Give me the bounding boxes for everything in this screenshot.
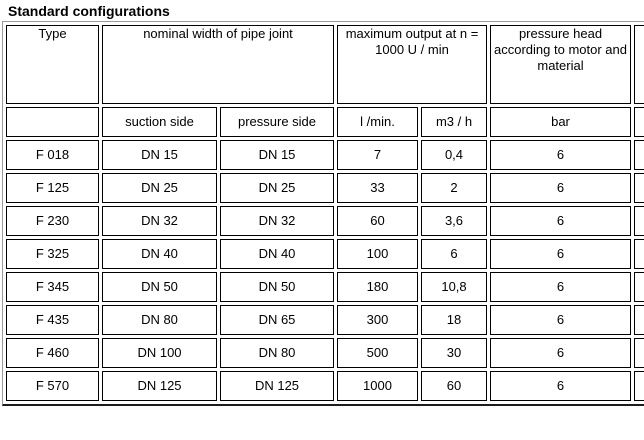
col-header-nominal-width: nominal width of pipe joint [102,25,334,104]
cell: 100 [337,239,418,269]
cell: 60 [337,206,418,236]
cell: 6 [490,239,631,269]
cell: F 230 [6,206,99,236]
cell [634,173,644,203]
col-header-clipped [634,25,644,104]
page-title: Standard configurations [8,3,170,19]
sub-header-cell: m3 / h [421,107,487,137]
cell: DN 40 [102,239,217,269]
cell: DN 65 [220,305,334,335]
cell: F 345 [6,272,99,302]
sub-header-cell [6,107,99,137]
cell: DN 125 [102,371,217,401]
cell: DN 100 [102,338,217,368]
col-header-pressure-head: pressure head according to motor and mat… [490,25,631,104]
cell: 30 [421,338,487,368]
cell: 6 [421,239,487,269]
sub-header-cell: l /min. [337,107,418,137]
sub-header-cell: suction side [102,107,217,137]
table-row: F 125 DN 25 DN 25 33 2 6 [6,173,644,203]
header-row-2: suction side pressure side l /min. m3 / h ba… [6,107,644,137]
cell: 18 [421,305,487,335]
cell: F 460 [6,338,99,368]
cell: F 435 [6,305,99,335]
cell: 300 [337,305,418,335]
sub-header-cell: pressure side [220,107,334,137]
cell: DN 15 [220,140,334,170]
cell: 6 [490,140,631,170]
header-row-1: Type nominal width of pipe joint maximum… [6,25,644,104]
cell [634,239,644,269]
cell: 500 [337,338,418,368]
sub-header-cell: bar [490,107,631,137]
cell: DN 25 [220,173,334,203]
cell [634,140,644,170]
cell: 6 [490,173,631,203]
cell: DN 25 [102,173,217,203]
cell: 2 [421,173,487,203]
cell: 1000 [337,371,418,401]
cell: F 325 [6,239,99,269]
table-row: F 460 DN 100 DN 80 500 30 6 [6,338,644,368]
col-header-type: Type [6,25,99,104]
cell: DN 15 [102,140,217,170]
cell: 60 [421,371,487,401]
config-table: Type nominal width of pipe joint maximum… [2,21,644,406]
cell: DN 40 [220,239,334,269]
cell: 33 [337,173,418,203]
cell: DN 50 [102,272,217,302]
cell: DN 32 [102,206,217,236]
cell: 0,4 [421,140,487,170]
cell: F 018 [6,140,99,170]
col-header-max-output: maximum output at n = 1000 U / min [337,25,487,104]
cell: DN 80 [220,338,334,368]
cell [634,305,644,335]
table-body: F 018 DN 15 DN 15 7 0,4 6 F 125 DN 25 DN 25 33 2 6 F… [6,140,644,401]
cell: 6 [490,272,631,302]
table-row: F 435 DN 80 DN 65 300 18 6 [6,305,644,335]
sub-header-cell [634,107,644,137]
cell [634,206,644,236]
cell: 6 [490,305,631,335]
table-row: F 345 DN 50 DN 50 180 10,8 6 [6,272,644,302]
cell: DN 125 [220,371,334,401]
cell: 3,6 [421,206,487,236]
table-row: F 570 DN 125 DN 125 1000 60 6 [6,371,644,401]
table-row: F 230 DN 32 DN 32 60 3,6 6 [6,206,644,236]
table-row: F 018 DN 15 DN 15 7 0,4 6 [6,140,644,170]
cell: 6 [490,206,631,236]
cell: 10,8 [421,272,487,302]
cell: 6 [490,371,631,401]
cell: DN 50 [220,272,334,302]
cell: F 570 [6,371,99,401]
cell: 6 [490,338,631,368]
cell: DN 80 [102,305,217,335]
cell [634,272,644,302]
cell: 7 [337,140,418,170]
table-row: F 325 DN 40 DN 40 100 6 6 [6,239,644,269]
cell [634,338,644,368]
cell: 180 [337,272,418,302]
cell: DN 32 [220,206,334,236]
cell [634,371,644,401]
cell: F 125 [6,173,99,203]
